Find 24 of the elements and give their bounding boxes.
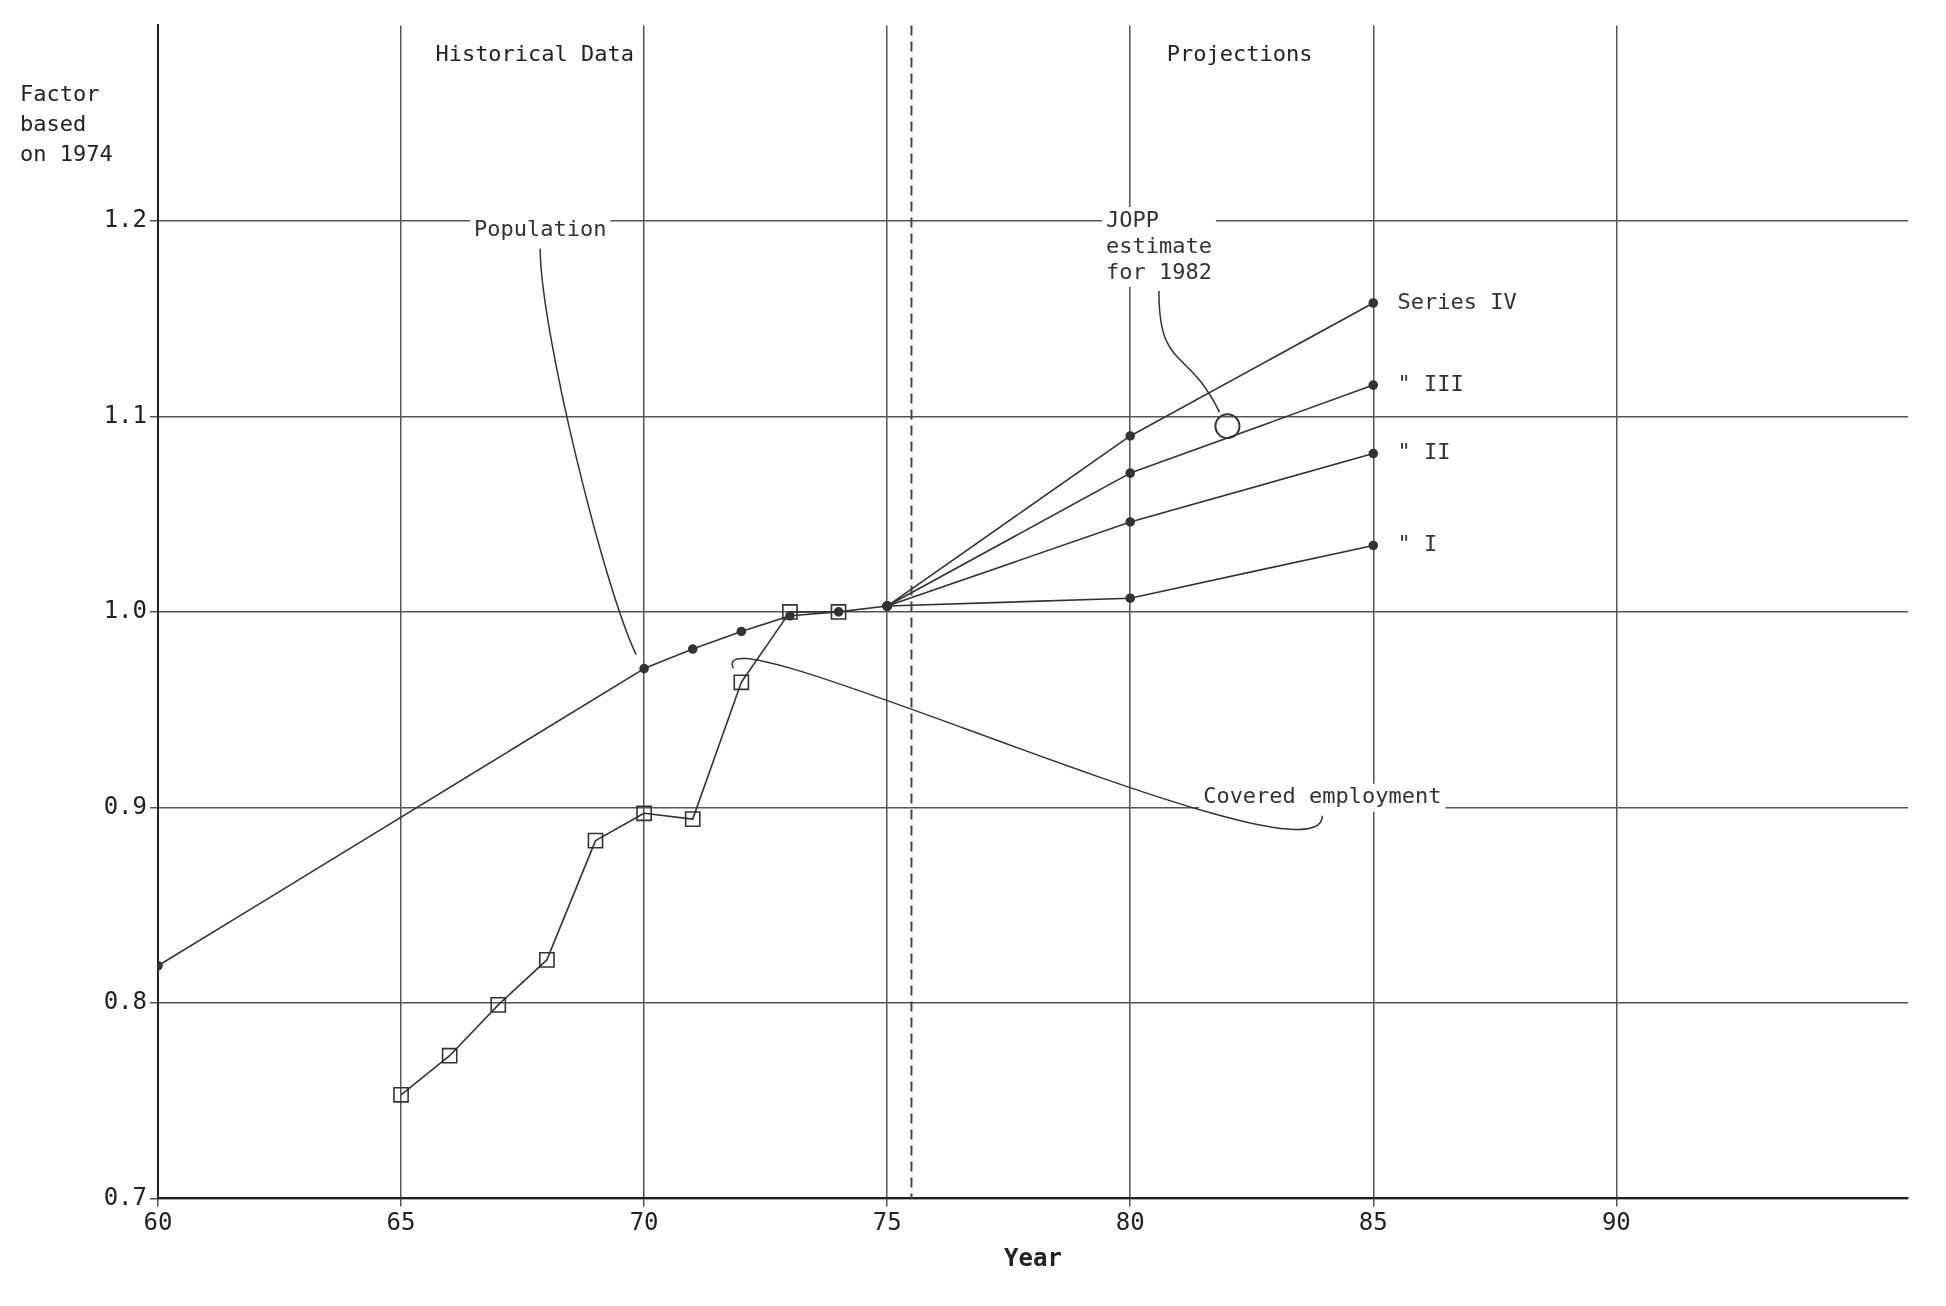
- text: Covered employment: [1203, 783, 1442, 809]
- y-tick-label: 0.8: [103, 987, 147, 1016]
- y-tick-label: 0.7: [103, 1182, 147, 1211]
- text: Population: [473, 216, 607, 242]
- series-label: " II: [1397, 439, 1451, 465]
- y-tick-label: 1.1: [103, 400, 147, 429]
- x-tick-label: 70: [629, 1208, 659, 1237]
- x-tick-label: 90: [1601, 1208, 1631, 1237]
- annotation: Projections: [1166, 41, 1313, 67]
- x-tick-label: 75: [872, 1208, 902, 1237]
- y-tick-label: 0.9: [103, 791, 147, 820]
- y-axis-title: Factor based on 1974: [20, 81, 113, 167]
- x-tick-label: 80: [1115, 1208, 1145, 1237]
- x-tick-label: 65: [386, 1208, 416, 1237]
- series-label: Series IV: [1397, 288, 1517, 314]
- annotation: Historical Data: [435, 41, 635, 67]
- y-tick-label: 1.2: [103, 205, 147, 234]
- x-axis-title: Year: [1004, 1243, 1062, 1272]
- x-tick-label: 85: [1358, 1208, 1388, 1237]
- x-tick-label: 60: [143, 1208, 173, 1237]
- y-tick-label: 1.0: [103, 596, 147, 625]
- series-label: " III: [1397, 370, 1464, 396]
- text: JOPP estimate for 1982: [1105, 206, 1212, 284]
- series-label: " I: [1397, 531, 1438, 557]
